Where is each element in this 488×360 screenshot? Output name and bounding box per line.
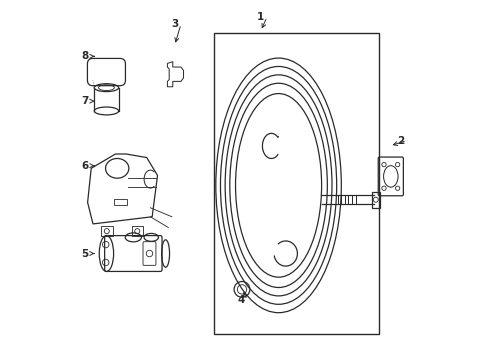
Bar bbox=[131, 226, 142, 237]
Text: 3: 3 bbox=[171, 19, 178, 29]
Text: 1: 1 bbox=[257, 12, 264, 22]
Text: 7: 7 bbox=[81, 96, 88, 106]
Text: 2: 2 bbox=[396, 136, 403, 145]
Text: 8: 8 bbox=[81, 51, 88, 61]
Bar bbox=[371, 192, 379, 208]
Bar bbox=[214, 33, 378, 334]
Text: 6: 6 bbox=[81, 161, 88, 171]
Text: 4: 4 bbox=[237, 295, 244, 305]
Text: 5: 5 bbox=[81, 248, 88, 258]
Bar bbox=[114, 199, 127, 205]
Bar bbox=[101, 226, 112, 237]
